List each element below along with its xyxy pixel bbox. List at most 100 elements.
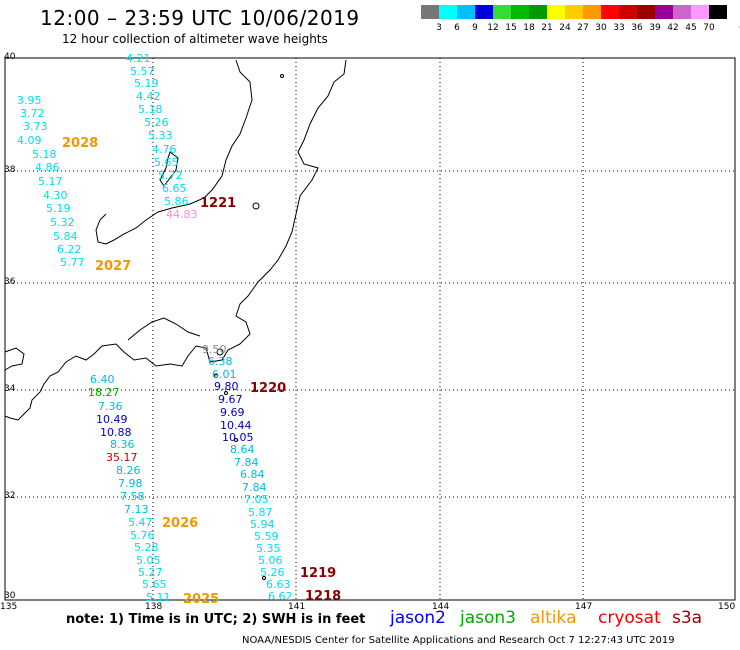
wave-height-value: 6.40 xyxy=(90,373,115,386)
scale-swatch xyxy=(691,5,709,19)
wave-height-value: 4.86 xyxy=(35,161,60,174)
wave-height-value: 4.09 xyxy=(17,134,42,147)
wave-height-value: 5.19 xyxy=(46,202,71,215)
lat-label: 36 xyxy=(4,277,16,287)
pass-number-label: 1218 xyxy=(305,589,342,604)
scale-label: 39 xyxy=(649,23,661,33)
wave-height-value: 5.47 xyxy=(128,516,153,529)
pass-number-label: 2028 xyxy=(62,136,99,151)
wave-height-value: 9.80 xyxy=(214,380,239,393)
lat-label: 30 xyxy=(4,591,16,601)
scale-swatch xyxy=(583,5,601,19)
scale-label: 70 xyxy=(703,23,715,33)
pass-number-label: 2026 xyxy=(162,516,199,531)
scale-label: 15 xyxy=(505,23,517,33)
scale-label: 36 xyxy=(631,23,643,33)
wave-height-value: 8.36 xyxy=(110,438,135,451)
scale-label: 12 xyxy=(487,23,499,33)
lat-label: 38 xyxy=(4,165,16,175)
scale-swatch xyxy=(673,5,691,19)
legend-item-s3a: s3a xyxy=(672,608,703,628)
chart-title: 12:00 – 23:59 UTC 10/06/2019 xyxy=(40,6,360,30)
scale-swatch xyxy=(493,5,511,19)
wave-height-value: 10.49 xyxy=(96,413,128,426)
wave-height-value: 5.76 xyxy=(130,529,155,542)
wave-height-value: 5.33 xyxy=(148,129,173,142)
wave-height-value: 7.98 xyxy=(118,477,143,490)
wave-height-value: 4.21 xyxy=(126,52,151,65)
wave-height-value: 5.94 xyxy=(250,518,275,531)
lat-label: 32 xyxy=(4,491,16,501)
scale-label: 9 xyxy=(472,23,478,33)
scale-swatch xyxy=(709,5,727,19)
wave-height-value: 3.95 xyxy=(17,94,42,107)
scale-swatch xyxy=(547,5,565,19)
wave-height-value: 6.22 xyxy=(57,243,82,256)
wave-height-value: 7.84 xyxy=(234,456,259,469)
scale-label: 18 xyxy=(523,23,535,33)
wave-height-value: 7.58 xyxy=(120,490,145,503)
scale-swatch xyxy=(655,5,673,19)
wave-height-value: 4.42 xyxy=(136,90,161,103)
wave-height-value: 5.28 xyxy=(134,541,159,554)
wave-height-value: 5.84 xyxy=(53,230,78,243)
wave-height-value: 3.73 xyxy=(23,120,48,133)
wave-height-value: 10.88 xyxy=(100,426,132,439)
scale-swatch xyxy=(601,5,619,19)
legend-item-cryosat: cryosat xyxy=(598,608,661,628)
wave-height-value: 8.26 xyxy=(116,464,141,477)
pass-number-label: 2025 xyxy=(183,592,220,607)
scale-swatch xyxy=(457,5,475,19)
legend-item-altika: altika xyxy=(530,608,577,628)
pass-number-label: 1219 xyxy=(300,566,337,581)
scale-label: 33 xyxy=(613,23,625,33)
chart-subtitle: 12 hour collection of altimeter wave hei… xyxy=(62,32,328,46)
wave-height-value: 7.36 xyxy=(98,400,123,413)
wave-height-value: 7.84 xyxy=(242,481,267,494)
wave-height-value: 5.65 xyxy=(154,156,179,169)
wave-height-value: 3.72 xyxy=(20,107,45,120)
scale-label: 30 xyxy=(595,23,607,33)
wave-height-value: 4.30 xyxy=(43,189,68,202)
wave-height-value: 6.63 xyxy=(266,578,291,591)
scale-swatch xyxy=(637,5,655,19)
coastline xyxy=(4,59,347,580)
footnote: note: 1) Time is in UTC; 2) SWH is in fe… xyxy=(66,612,366,627)
lon-label: 141 xyxy=(288,602,306,612)
wave-height-value: 5.05 xyxy=(136,554,161,567)
scale-swatch xyxy=(511,5,529,19)
wave-height-value: 7.13 xyxy=(124,503,149,516)
scale-swatch xyxy=(619,5,637,19)
graticule xyxy=(5,58,735,600)
lat-label: 40 xyxy=(4,52,16,62)
lon-label: 135 xyxy=(0,602,18,612)
wave-height-value: 35.17 xyxy=(106,451,138,464)
wave-height-value: 5.59 xyxy=(254,530,279,543)
scale-swatch xyxy=(439,5,457,19)
wave-height-value: 5.27 xyxy=(138,566,163,579)
lon-label: 138 xyxy=(145,602,163,612)
wave-height-value: 5.65 xyxy=(142,578,167,591)
scale-label: 42 xyxy=(667,23,679,33)
wave-height-value: 6.84 xyxy=(240,468,265,481)
wave-height-value: 6.38 xyxy=(208,355,233,368)
scale-label: 6 xyxy=(454,23,460,33)
wave-height-value: 6.62 xyxy=(268,590,293,603)
wave-height-value: 5.18 xyxy=(32,148,57,161)
pass-number-label: 1221 xyxy=(200,196,237,211)
legend-item-jason2: jason2 xyxy=(390,608,446,628)
wave-height-value: 5.19 xyxy=(134,77,159,90)
scale-swatch xyxy=(529,5,547,19)
wave-height-value: 9.50 xyxy=(202,343,227,356)
lon-label: 150 xyxy=(718,602,736,612)
scale-swatch xyxy=(475,5,493,19)
scale-label: 24 xyxy=(559,23,571,33)
lon-label: 147 xyxy=(575,602,593,612)
wave-height-value: 5.26 xyxy=(144,116,169,129)
wave-height-value: 44.83 xyxy=(166,208,198,221)
wave-height-value: 5.86 xyxy=(164,195,189,208)
wave-height-value: 5.57 xyxy=(130,65,155,78)
pass-number-label: 2027 xyxy=(95,259,132,274)
wave-height-value: 5.11 xyxy=(146,591,171,604)
